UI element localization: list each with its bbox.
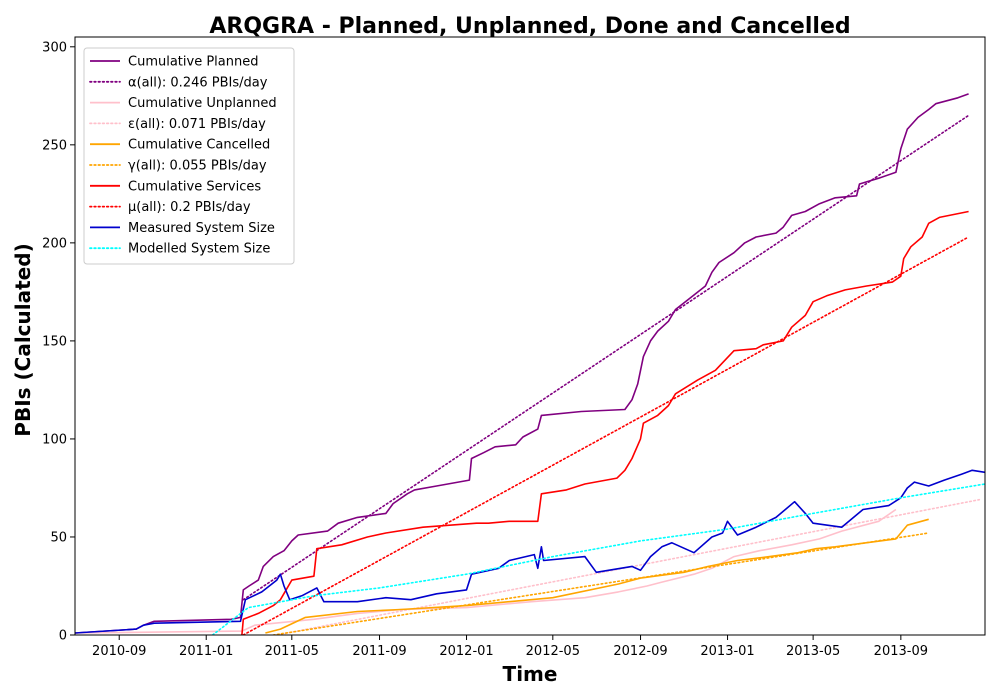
series-layer [75,93,985,635]
series-line-5 [272,532,930,635]
y-tick-label-3: 150 [42,334,67,349]
series-line-1 [242,114,970,601]
plot-frame [74,36,986,636]
legend-label-0: Cumulative Planned [128,55,258,70]
legend-label-2: Cumulative Unplanned [128,96,277,111]
series-line-6 [241,210,969,635]
y-tick-label-1: 50 [50,530,67,545]
x-tick-label-8: 2013-05 [786,644,840,659]
y-axis-label: PBIs (Calculated) [11,243,35,436]
series-line-2 [75,508,897,634]
y-axis-ticks: 0 50 100 150 200 250 300 [42,40,75,644]
legend-label-7: μ(all): 0.2 PBIs/day [128,200,251,215]
x-tick-label-3: 2011-09 [352,644,406,659]
legend-label-5: γ(all): 0.055 PBIs/day [128,159,267,174]
plot-area [74,36,986,636]
y-tick-label-2: 100 [42,432,67,447]
series-line-7 [242,236,970,635]
legend-label-8: Measured System Size [128,221,275,236]
legend-label-3: ε(all): 0.071 PBIs/day [128,117,266,132]
y-tick-label-5: 250 [42,138,67,153]
x-tick-label-5: 2012-05 [526,644,580,659]
series-line-9 [211,483,985,635]
x-axis-label: Time [503,662,558,686]
legend-label-1: α(all): 0.246 PBIs/day [128,75,268,90]
x-axis-ticks: 2010-09 2011-01 2011-05 2011-09 2012-01 2012-… [92,635,928,659]
legend-box [83,47,295,265]
x-tick-label-4: 2012-01 [439,644,493,659]
x-tick-label-9: 2013-09 [874,644,928,659]
chart-title: ARQGRA - Planned, Unplanned, Done and Ca… [209,14,850,39]
x-tick-label-0: 2010-09 [92,644,146,659]
y-tick-label-0: 0 [59,629,67,644]
legend-label-6: Cumulative Services [128,179,261,194]
legend-label-4: Cumulative Cancelled [128,138,270,153]
series-line-8 [75,469,985,634]
x-tick-label-1: 2011-01 [179,644,233,659]
legend-label-9: Modelled System Size [128,242,270,257]
y-tick-label-6: 300 [42,40,67,55]
y-tick-label-4: 200 [42,236,67,251]
x-tick-label-7: 2013-01 [700,644,754,659]
x-tick-label-6: 2012-09 [613,644,667,659]
x-tick-label-2: 2011-05 [265,644,319,659]
series-line-4 [265,518,929,634]
legend: Cumulative Planned α(all): 0.246 PBIs/day… [83,47,295,265]
series-line-0 [75,93,969,634]
